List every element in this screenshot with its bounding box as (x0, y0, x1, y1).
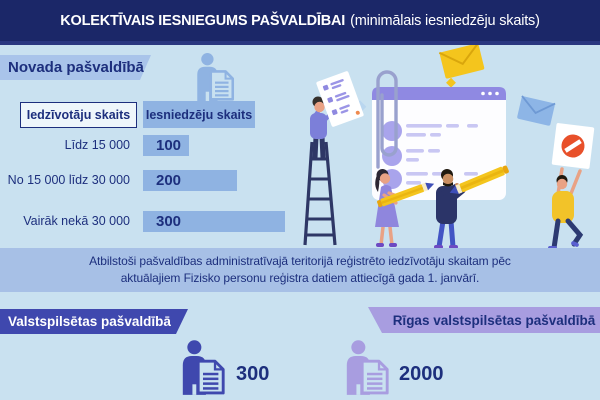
browser-window (372, 87, 506, 200)
pencil-icon (377, 182, 435, 208)
riga-banner: Rīgas valstspilsētas pašvaldībā (368, 307, 600, 333)
header-bar: KOLEKTĪVAIS IESNIEGUMS PAŠVALDĪBAI (minim… (0, 0, 600, 45)
yellow-envelope-icon (438, 45, 485, 79)
value-bar-1: 200 (143, 170, 237, 191)
diamond-deco-icon (446, 77, 456, 88)
ladder-person-illustration (303, 71, 364, 246)
table-header-residents: Iedzīvotāju skaits (20, 102, 137, 128)
person-with-document-icon (178, 339, 228, 395)
valstspilsetas-banner: Valstspilsētas pašvaldībā (0, 309, 188, 334)
riga-banner-label: Rīgas valstspilsētas pašvaldībā (392, 312, 596, 328)
woman-pencil-illustration (375, 169, 435, 247)
prohibition-sign (551, 123, 595, 169)
valstspilsetas-value: 300 (236, 363, 270, 385)
man-sign-illustration (548, 123, 595, 248)
table-header-submitters-label: Iesniedzēju skaits (145, 107, 253, 122)
novada-banner: Novada pašvaldībā (0, 55, 151, 80)
paperclip-icon (376, 70, 398, 169)
row-label-2: Vairāk nekā 30 000 (23, 214, 130, 228)
table-header-residents-label: Iedzīvotāju skaits (26, 108, 131, 122)
page-title-main: KOLEKTĪVAIS IESNIEGUMS PAŠVALDĪBAI (60, 12, 346, 29)
value-bar-0: 100 (143, 135, 189, 156)
note-line-2: aktuālajiem Fizisko personu reģistra dat… (120, 271, 480, 285)
page-title: KOLEKTĪVAIS IESNIEGUMS PAŠVALDĪBAI (minim… (60, 12, 540, 29)
row-label-0: Līdz 15 000 (64, 138, 130, 152)
man-pencil-illustration (434, 165, 509, 248)
person-with-document-icon (193, 52, 237, 101)
note-line-1: Atbilstoši pašvaldības administratīvajā … (89, 254, 511, 268)
checklist-sheet (316, 71, 364, 127)
window-titlebar (372, 87, 506, 100)
valstspilsetas-banner-label: Valstspilsētas pašvaldībā (8, 314, 171, 329)
blue-envelope-icon (517, 95, 556, 126)
riga-value: 2000 (399, 363, 444, 385)
row-label-1: No 15 000 līdz 30 000 (7, 173, 130, 187)
pencil-icon (449, 165, 509, 194)
novada-banner-label: Novada pašvaldībā (8, 59, 144, 76)
illustration (303, 45, 595, 248)
value-bar-2: 300 (143, 211, 285, 232)
table-header-submitters: Iesniedzēju skaits (143, 101, 255, 128)
person-with-document-icon (342, 339, 392, 395)
page-title-sub: (minimālais iesniedzēju skaits) (350, 12, 540, 29)
note-band: Atbilstoši pašvaldības administratīvajā … (0, 248, 600, 292)
